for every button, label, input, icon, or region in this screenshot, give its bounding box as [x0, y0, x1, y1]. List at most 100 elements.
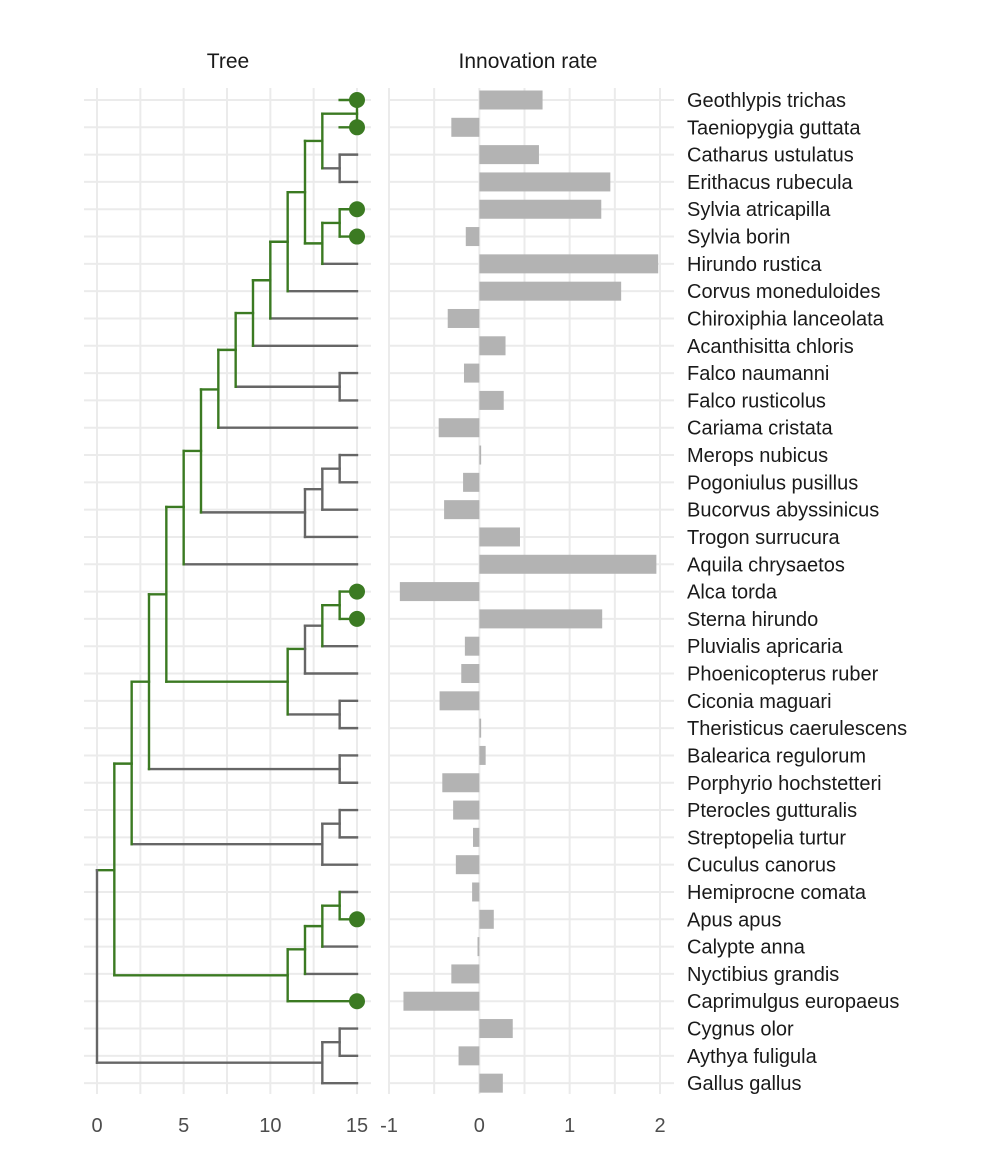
bar-acanthisitta-chloris — [479, 336, 506, 356]
bar-theristicus-caerulescens — [479, 718, 482, 738]
species-label: Sylvia borin — [687, 227, 790, 249]
species-label: Apus apus — [687, 909, 782, 931]
species-label: Merops nubicus — [687, 445, 828, 467]
tree-tip-points — [349, 92, 365, 1010]
tree-tip-point — [349, 201, 365, 218]
bar-aythya-fuligula — [458, 1046, 480, 1066]
tree-tip-point — [349, 993, 365, 1010]
species-label: Gallus gallus — [687, 1073, 802, 1095]
species-label: Chiroxiphia lanceolata — [687, 308, 885, 330]
bar-streptopelia-turtur — [473, 827, 480, 847]
bar-merops-nubicus — [479, 445, 482, 465]
bar-falco-naumanni — [463, 363, 480, 383]
species-label: Ciconia maguari — [687, 691, 832, 713]
species-label: Alca torda — [687, 582, 778, 604]
species-label: Falco naumanni — [687, 363, 829, 385]
tree-x-axis-ticks: 0 5 10 15 — [91, 1115, 368, 1137]
species-label: Aythya fuligula — [687, 1046, 818, 1068]
species-label: Balearica regulorum — [687, 745, 866, 767]
tree-x-tick-label: 10 — [259, 1115, 281, 1137]
bar-hemiprocne-comata — [472, 882, 480, 902]
species-label: Caprimulgus europaeus — [687, 991, 899, 1013]
bar-apus-apus — [479, 909, 494, 929]
species-label: Sylvia atricapilla — [687, 199, 831, 221]
bar-cygnus-olor — [479, 1019, 513, 1039]
bar-series — [399, 90, 659, 1093]
species-label: Cygnus olor — [687, 1019, 794, 1041]
bar-pterocles-gutturalis — [453, 800, 480, 820]
species-label: Geothlypis trichas — [687, 90, 846, 112]
species-labels: Geothlypis trichas Taeniopygia guttata Cat… — [687, 90, 907, 1095]
species-label: Cuculus canorus — [687, 855, 836, 877]
tree-tip-point — [349, 911, 365, 928]
species-label: Acanthisitta chloris — [687, 336, 854, 358]
bar-cuculus-canorus — [455, 855, 480, 875]
bar-x-tick-label: 1 — [564, 1115, 575, 1137]
species-label: Bucorvus abyssinicus — [687, 500, 879, 522]
bar-sylvia-atricapilla — [479, 199, 602, 219]
tree-tip-point — [349, 119, 365, 136]
bar-x-tick-label: 0 — [474, 1115, 485, 1137]
species-label: Cariama cristata — [687, 418, 833, 440]
bar-sterna-hirundo — [479, 609, 603, 629]
tree-panel: 0 5 10 15 Tree — [84, 50, 371, 1137]
bar-porphyrio-hochstetteri — [442, 773, 480, 793]
species-label: Corvus moneduloides — [687, 281, 880, 303]
bar-cariama-cristata — [438, 418, 480, 438]
bar-hirundo-rustica — [479, 254, 659, 274]
species-label: Pluvialis apricaria — [687, 636, 843, 658]
tree-x-tick-label: 15 — [346, 1115, 368, 1137]
tree-x-tick-label: 5 — [178, 1115, 189, 1137]
species-label: Theristicus caerulescens — [687, 718, 907, 740]
species-label: Pterocles gutturalis — [687, 800, 857, 822]
bar-pogoniulus-pusillus — [463, 472, 480, 492]
bar-aquila-chrysaetos — [479, 554, 657, 574]
tree-tip-point — [349, 92, 365, 108]
species-label: Trogon surrucura — [687, 527, 841, 549]
bar-panel: -1 0 1 2 Geothlypis trichas Taeniopygia gutt… — [380, 50, 907, 1137]
bar-taeniopygia-guttata — [451, 117, 480, 137]
tree-panel-title: Tree — [207, 50, 249, 73]
bar-caprimulgus-europaeus — [403, 991, 480, 1011]
bar-x-tick-label: 2 — [654, 1115, 665, 1137]
bar-x-axis-ticks: -1 0 1 2 — [380, 1115, 665, 1137]
tree-x-tick-label: 0 — [91, 1115, 102, 1137]
species-label: Sterna hirundo — [687, 609, 818, 631]
species-label: Phoenicopterus ruber — [687, 664, 879, 686]
bar-ciconia-maguari — [439, 691, 480, 711]
species-label: Pogoniulus pusillus — [687, 472, 858, 494]
species-label: Hemiprocne comata — [687, 882, 867, 904]
bar-trogon-surrucura — [479, 527, 520, 547]
bar-pluvialis-apricaria — [464, 636, 480, 656]
bar-chiroxiphia-lanceolata — [447, 308, 480, 328]
bar-panel-title: Innovation rate — [459, 50, 598, 73]
bar-alca-torda — [399, 582, 480, 602]
tree-tip-point — [349, 583, 365, 600]
species-label: Hirundo rustica — [687, 254, 822, 276]
bar-corvus-moneduloides — [479, 281, 622, 301]
bar-sylvia-borin — [465, 227, 480, 247]
species-label: Falco rusticolus — [687, 390, 826, 412]
bar-bucorvus-abyssinicus — [444, 500, 480, 520]
bar-catharus-ustulatus — [479, 145, 539, 165]
tree-tip-point — [349, 228, 365, 245]
bar-falco-rusticolus — [479, 390, 504, 410]
species-label: Taeniopygia guttata — [687, 117, 861, 139]
species-label: Calypte anna — [687, 937, 806, 959]
bar-nyctibius-grandis — [451, 964, 480, 984]
bar-gallus-gallus — [479, 1073, 503, 1093]
bar-x-tick-label: -1 — [380, 1115, 398, 1137]
bar-geothlypis-trichas — [479, 90, 543, 110]
tree-tip-point — [349, 610, 365, 627]
bar-calypte-anna — [477, 937, 480, 957]
species-label: Nyctibius grandis — [687, 964, 839, 986]
species-label: Porphyrio hochstetteri — [687, 773, 882, 795]
bar-phoenicopterus-ruber — [461, 664, 480, 684]
species-label: Erithacus rubecula — [687, 172, 854, 194]
species-label: Streptopelia turtur — [687, 827, 846, 849]
species-label: Catharus ustulatus — [687, 145, 854, 167]
species-label: Aquila chrysaetos — [687, 554, 845, 576]
bar-erithacus-rubecula — [479, 172, 611, 192]
